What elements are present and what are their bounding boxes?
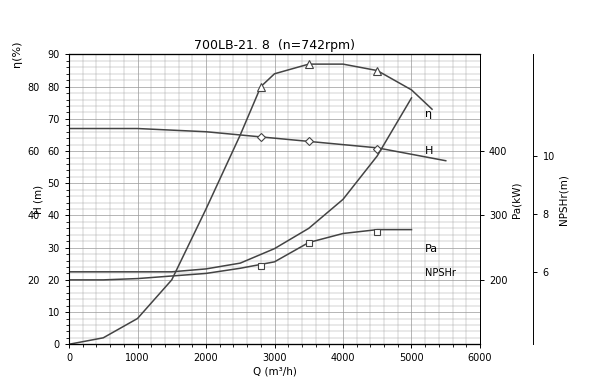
Y-axis label: Pa(kW): Pa(kW) xyxy=(512,181,521,217)
Text: η(%): η(%) xyxy=(12,41,22,67)
Text: NPSHr: NPSHr xyxy=(425,268,456,279)
Text: H: H xyxy=(425,146,434,156)
Y-axis label: H (m): H (m) xyxy=(34,185,43,214)
Text: η: η xyxy=(425,109,433,119)
Title: 700LB-21. 8  (n=742rpm): 700LB-21. 8 (n=742rpm) xyxy=(194,39,355,52)
Text: Pa: Pa xyxy=(425,244,439,254)
Y-axis label: NPSHr(m): NPSHr(m) xyxy=(559,174,569,225)
X-axis label: Q (m³/h): Q (m³/h) xyxy=(253,366,296,376)
